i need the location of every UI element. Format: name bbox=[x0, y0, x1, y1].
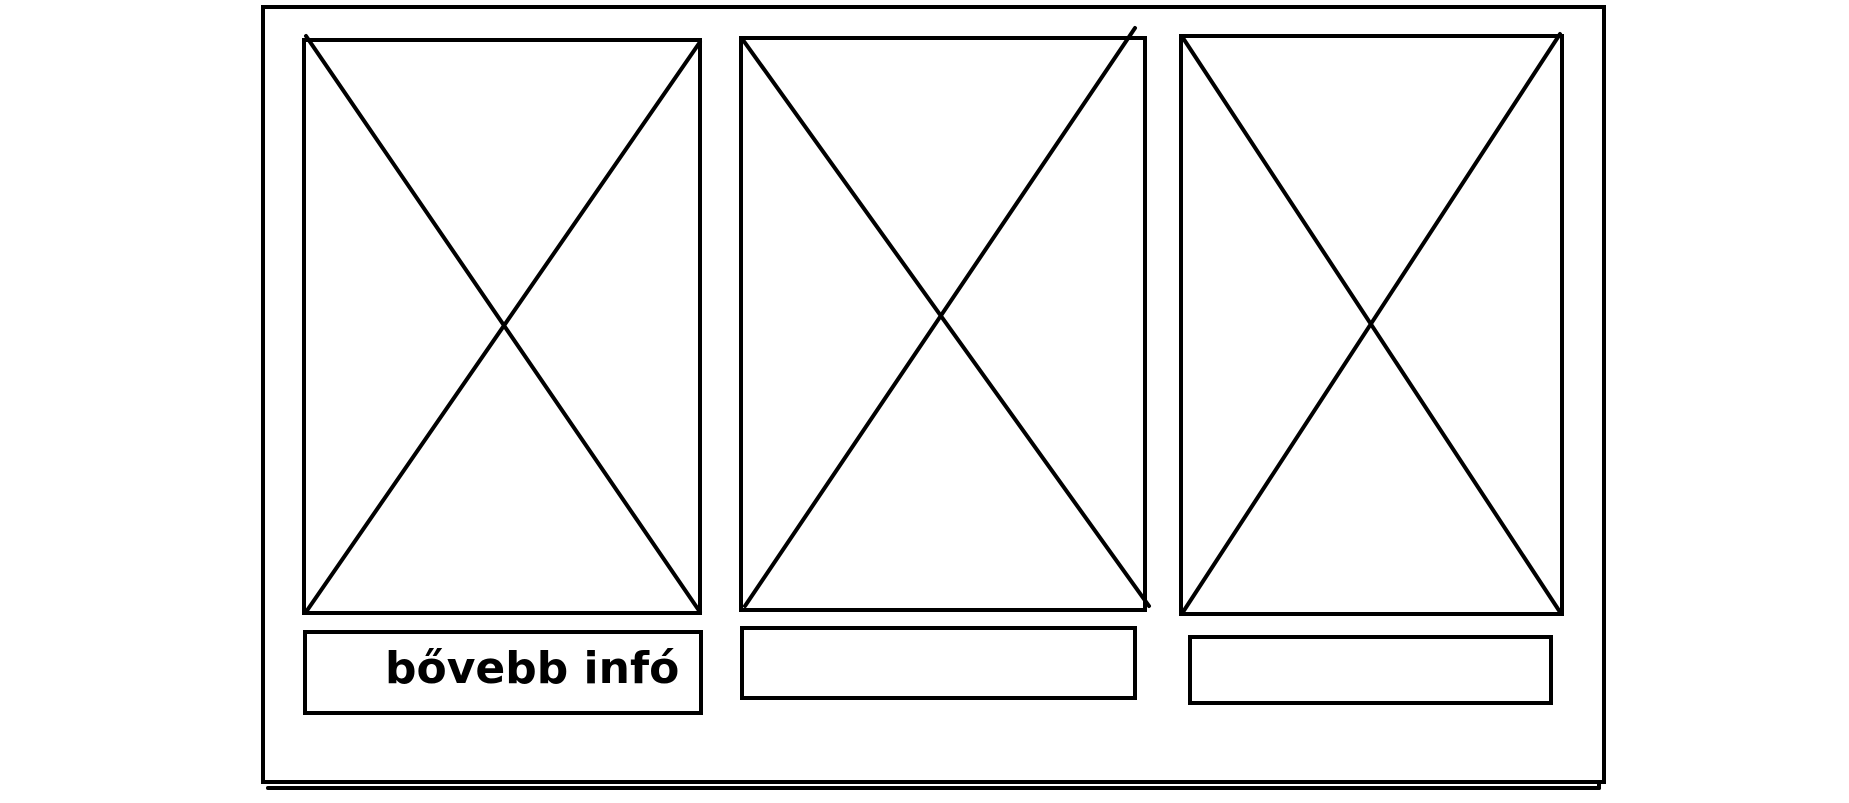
card-1: bővebb infó bbox=[302, 34, 703, 715]
card-2 bbox=[739, 26, 1151, 700]
card-3 bbox=[1179, 32, 1564, 705]
image-placeholder-1 bbox=[302, 34, 702, 615]
image-placeholder-3 bbox=[1179, 32, 1564, 616]
more-info-button-label: bővebb infó bbox=[385, 643, 679, 694]
outer-frame bbox=[261, 5, 1606, 790]
card-3-button[interactable] bbox=[1188, 635, 1553, 705]
image-placeholder-2 bbox=[739, 26, 1151, 612]
card-2-button[interactable] bbox=[740, 626, 1137, 700]
more-info-button[interactable]: bővebb infó bbox=[303, 630, 703, 715]
